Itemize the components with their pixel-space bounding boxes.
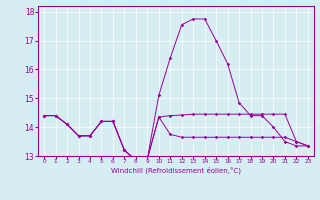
X-axis label: Windchill (Refroidissement éolien,°C): Windchill (Refroidissement éolien,°C) xyxy=(111,167,241,174)
